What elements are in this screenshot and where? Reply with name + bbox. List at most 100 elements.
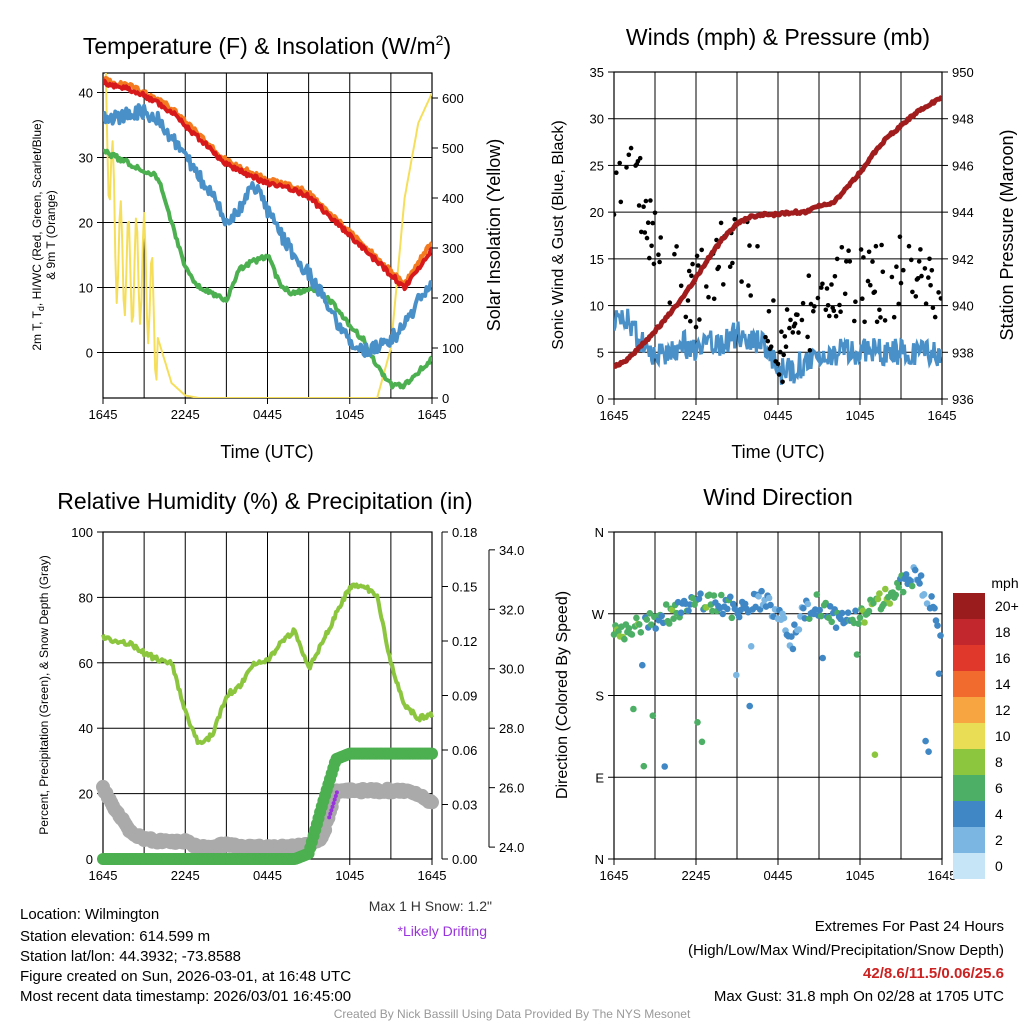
x-tick-label: 2245 xyxy=(682,408,711,423)
gust-point xyxy=(648,198,653,203)
direction-point xyxy=(731,605,739,613)
direction-point xyxy=(625,625,633,632)
precip-y-tick-label: 0.12 xyxy=(452,634,477,649)
direction-point xyxy=(855,620,862,627)
temp-y2-tick-label: 400 xyxy=(442,191,464,206)
y-axis-label-right: Solar Insolation (Yellow) xyxy=(484,139,504,331)
gust-point xyxy=(727,264,733,270)
gust-point xyxy=(909,257,914,263)
direction-point xyxy=(932,617,940,624)
y-label-part: 2m T, T xyxy=(30,310,44,350)
direction-point xyxy=(865,607,873,615)
gust-point xyxy=(897,234,903,240)
gust-point xyxy=(641,204,646,209)
colorbar-label: 4 xyxy=(995,806,1003,822)
direction-point xyxy=(661,763,668,770)
wind-y-tick-label: 0 xyxy=(597,392,604,407)
gust-point xyxy=(697,317,702,322)
wind-y2-tick-label: 944 xyxy=(952,205,974,220)
plot-area xyxy=(610,564,944,770)
gust-point xyxy=(643,198,649,204)
snow-y-tick-label: 24.0 xyxy=(499,840,524,855)
wind-y2-tick-label: 946 xyxy=(952,158,974,173)
recent-timestamp-text: Most recent data timestamp: 2026/03/01 1… xyxy=(20,988,352,1005)
direction-point xyxy=(747,643,755,650)
rh-y-tick-label: 20 xyxy=(79,787,93,802)
direction-point xyxy=(694,719,701,726)
gust-point xyxy=(639,229,644,235)
snow-y-tick-label: 34.0 xyxy=(499,543,524,558)
gust-point xyxy=(672,251,677,257)
gust-point xyxy=(865,278,871,284)
direction-point xyxy=(615,628,622,635)
direction-point xyxy=(791,621,798,628)
x-tick-label: 1045 xyxy=(846,868,875,883)
gust-point xyxy=(926,275,931,280)
gust-point xyxy=(827,313,832,319)
gust-point xyxy=(894,264,899,270)
wind-y2-tick-label: 938 xyxy=(952,345,974,360)
gust-point xyxy=(678,283,684,289)
gust-point xyxy=(683,314,689,320)
colorbar-swatch xyxy=(953,593,985,619)
gust-point xyxy=(866,249,872,255)
snow-y-tick-label: 26.0 xyxy=(499,781,524,796)
gust-point xyxy=(872,289,878,295)
x-tick-label: 1045 xyxy=(335,407,364,422)
direction-point xyxy=(628,631,636,638)
gust-point xyxy=(768,344,774,350)
gust-point xyxy=(799,317,805,323)
gust-point xyxy=(906,243,912,249)
colorbar-swatch xyxy=(953,723,985,749)
max-snow-note: Max 1 H Snow: 1.2" xyxy=(369,898,492,914)
gust-point xyxy=(882,318,888,323)
colorbar-label: 18 xyxy=(995,624,1011,640)
temp-y-tick-label: 40 xyxy=(79,86,93,101)
drift-point xyxy=(328,811,333,816)
gust-point xyxy=(783,344,789,350)
gust-point xyxy=(732,217,737,222)
gust-point xyxy=(842,291,848,297)
figure-created-text: Figure created on Sun, 2026-03-01, at 16… xyxy=(20,968,352,985)
temp-y2-tick-label: 0 xyxy=(442,391,449,406)
credit-text: Created By Nick Bassill Using Data Provi… xyxy=(333,1007,691,1021)
gust-point xyxy=(806,273,812,279)
gust-point xyxy=(626,152,632,158)
gust-point xyxy=(847,259,853,264)
rh-y-tick-label: 80 xyxy=(79,590,93,605)
direction-point xyxy=(838,609,846,617)
gust-point xyxy=(775,361,781,367)
gust-point xyxy=(898,280,904,286)
gust-point xyxy=(832,274,838,279)
gust-point xyxy=(642,230,648,235)
gust-point xyxy=(721,282,726,287)
gust-point xyxy=(706,294,711,300)
wind-y-tick-label: 35 xyxy=(590,65,604,80)
drift-point xyxy=(333,794,338,798)
rh-y-tick-label: 100 xyxy=(71,525,93,540)
location-text: Location: Wilmington xyxy=(20,906,160,923)
title-text: Temperature (F) & Insolation (W/m xyxy=(83,33,436,59)
gust-point xyxy=(689,273,694,279)
x-tick-label: 2245 xyxy=(171,407,200,422)
direction-point xyxy=(636,621,643,628)
gust-point xyxy=(927,256,932,262)
direction-point xyxy=(637,629,645,636)
temp-y-tick-label: 30 xyxy=(79,151,93,166)
dir-y-tick-label: S xyxy=(595,689,604,704)
series-line-rh xyxy=(101,582,434,746)
direction-point xyxy=(828,618,835,626)
wind-y-tick-label: 20 xyxy=(590,205,604,220)
y-axis-label-left-line2: & 9m T (Orange) xyxy=(44,190,58,280)
gust-point xyxy=(862,319,867,325)
gust-point xyxy=(650,220,655,226)
x-tick-label: 1645 xyxy=(418,407,447,422)
dir-y-tick-label: N xyxy=(595,852,604,867)
colorbar-swatch xyxy=(953,619,985,645)
direction-point xyxy=(852,607,859,615)
temp-y2-tick-label: 500 xyxy=(442,141,464,156)
gust-point xyxy=(781,352,786,358)
gust-point xyxy=(647,255,652,261)
x-tick-label: 1645 xyxy=(928,408,957,423)
